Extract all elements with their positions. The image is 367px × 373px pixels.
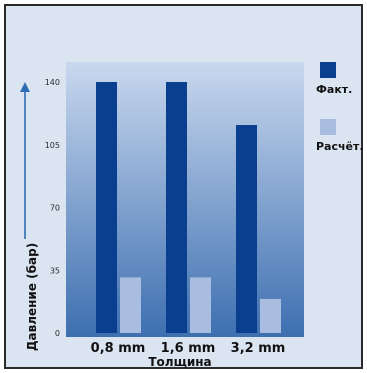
- y-axis-arrow-head: [20, 82, 30, 92]
- x-tick-label: 3,2 mm: [231, 341, 286, 356]
- chart-frame: 0 35 70 105 140 0,8 mm 1,6 mm 3,2 mm Факт. Расч…: [4, 4, 364, 369]
- legend-swatch: [320, 119, 336, 135]
- bar-calc: [190, 277, 211, 333]
- x-tick-label: 0,8 mm: [91, 341, 146, 356]
- y-tick-label: 70: [50, 204, 60, 213]
- y-tick-label: 35: [50, 266, 60, 275]
- y-tick-label: 105: [45, 141, 60, 150]
- y-tick-label: 140: [45, 78, 60, 87]
- bar-fact: [166, 82, 187, 333]
- bar-chart: 0 35 70 105 140 0,8 mm 1,6 mm 3,2 mm Факт. Расч…: [20, 62, 364, 369]
- x-axis-label: Толщина: [148, 355, 211, 369]
- legend-swatch: [320, 62, 336, 78]
- y-axis-label: Давление (бар): [25, 243, 39, 351]
- legend-label: Расчёт.: [316, 140, 364, 153]
- bar-calc: [120, 277, 141, 333]
- bar-calc: [260, 298, 281, 333]
- x-tick-label: 1,6 mm: [161, 341, 216, 356]
- bar-fact: [236, 125, 257, 334]
- y-tick-label: 0: [55, 329, 60, 338]
- legend-label: Факт.: [316, 83, 352, 96]
- bar-fact: [96, 82, 117, 333]
